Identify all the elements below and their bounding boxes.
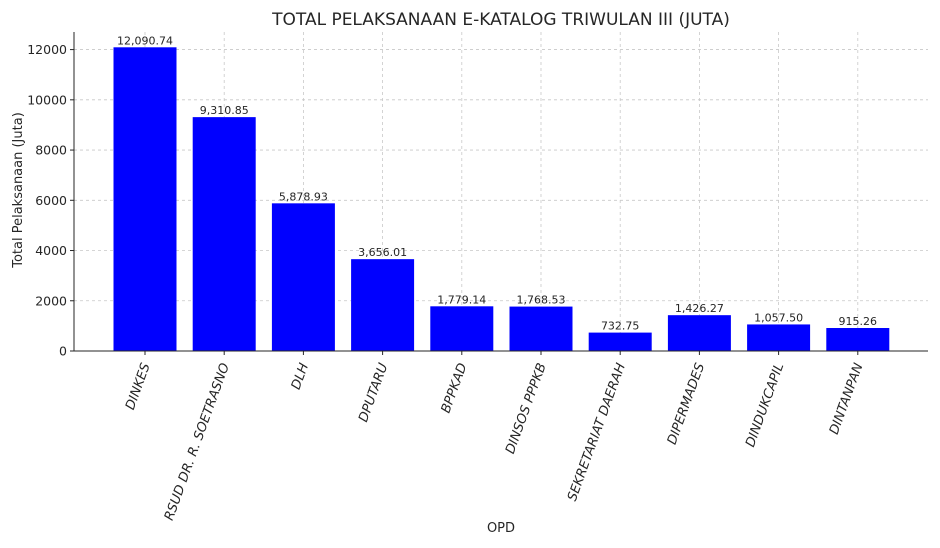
x-tick-label: DPUTARU	[356, 361, 391, 424]
x-tick-label: DINTANPAN	[827, 361, 867, 437]
bar	[113, 47, 177, 351]
x-tick-label: SEKRETARIAT DAERAH	[565, 361, 629, 503]
chart-title: TOTAL PELAKSANAAN E-KATALOG TRIWULAN III…	[271, 10, 730, 30]
bar-value-label: 3,656.01	[358, 246, 407, 259]
x-tick-label: DLH	[289, 361, 312, 392]
x-tick-label: DINKES	[123, 361, 154, 412]
bar-value-label: 5,878.93	[279, 190, 328, 203]
y-tick-label: 0	[59, 344, 67, 359]
x-tick-label: DIPERMADES	[665, 361, 708, 446]
bars: 12,090.74 9,310.85 5,878.93 3,656.01 1,779.1…	[113, 34, 890, 351]
x-axis-label: OPD	[487, 521, 515, 536]
bar	[509, 306, 573, 351]
bar	[667, 315, 731, 351]
x-tick-label: RSUD DR. R. SOETRASNO	[162, 361, 233, 522]
bar-value-label: 1,768.53	[517, 294, 566, 307]
y-tick-label: 12000	[27, 42, 67, 57]
bar	[430, 306, 494, 351]
bar	[192, 117, 256, 351]
bar-value-label: 1,426.27	[675, 302, 724, 315]
y-tick-label: 4000	[35, 243, 67, 258]
bar-value-label: 12,090.74	[117, 34, 173, 47]
bar	[351, 259, 415, 351]
bar-value-label: 1,779.14	[437, 293, 486, 306]
bar-value-label: 1,057.50	[754, 311, 803, 324]
bar-value-label: 732.75	[601, 320, 640, 333]
x-tick-label: BPPKAD	[439, 361, 471, 415]
bar	[826, 328, 890, 351]
bar	[747, 324, 811, 351]
y-tick-label: 10000	[27, 92, 67, 107]
bar	[271, 203, 335, 351]
bar-value-label: 915.26	[839, 315, 878, 328]
y-tick-label: 2000	[35, 293, 67, 308]
y-tick-label: 6000	[35, 193, 67, 208]
x-tick-label: DINDUKCAPIL	[743, 361, 787, 449]
y-tick-label: 8000	[35, 143, 67, 158]
bar-value-label: 9,310.85	[200, 104, 249, 117]
y-axis-label: Total Pelaksanaan (Juta)	[11, 112, 26, 269]
x-tick-label: DINSOS PPPKB	[503, 361, 550, 456]
bar	[588, 332, 652, 351]
